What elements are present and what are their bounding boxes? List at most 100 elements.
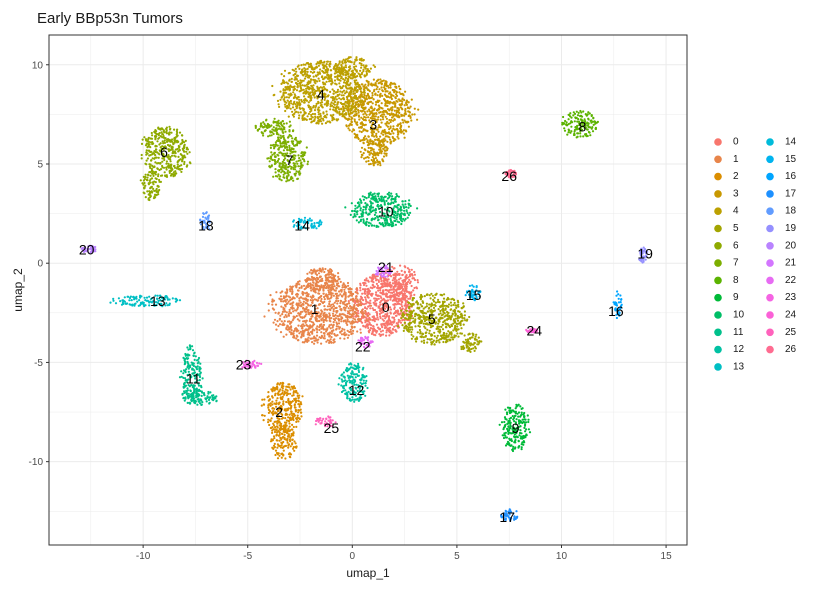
cell-point	[333, 109, 336, 112]
cell-point	[336, 309, 339, 313]
cell-point	[181, 159, 184, 162]
cell-point	[285, 107, 288, 110]
cell-point	[374, 142, 377, 146]
cell-point	[338, 61, 341, 64]
cell-point	[320, 294, 323, 298]
cell-point	[164, 137, 167, 140]
cell-point	[283, 421, 287, 424]
cell-point	[267, 421, 270, 424]
cell-point	[272, 410, 275, 413]
cell-point	[289, 299, 292, 302]
cell-point	[158, 136, 161, 139]
cell-point	[398, 103, 401, 106]
cell-point	[379, 118, 382, 121]
cell-point	[324, 317, 328, 320]
cell-point	[340, 102, 343, 105]
cell-point	[301, 329, 304, 333]
cell-point	[395, 128, 398, 131]
cell-point	[385, 149, 389, 152]
cell-point	[348, 87, 351, 90]
cell-point	[396, 130, 399, 134]
cell-point	[382, 113, 386, 116]
cell-point	[380, 152, 383, 155]
cell-point	[276, 386, 279, 389]
cell-point	[397, 281, 400, 284]
cell-point	[337, 322, 341, 325]
cell-point	[392, 139, 395, 142]
cell-point	[449, 318, 452, 321]
cell-point	[388, 92, 391, 95]
cell-point	[292, 296, 295, 299]
cell-point	[322, 337, 325, 340]
cell-point	[309, 295, 312, 298]
cell-point	[392, 267, 395, 270]
cell-point	[389, 86, 392, 89]
cell-point	[416, 302, 419, 305]
cell-point	[358, 58, 362, 61]
cell-point	[299, 411, 303, 414]
cell-point	[347, 56, 350, 60]
cell-point	[367, 101, 370, 104]
cell-point	[310, 78, 313, 81]
cell-point	[433, 309, 436, 312]
cell-point	[287, 96, 291, 99]
cell-point	[315, 62, 318, 66]
cell-point	[395, 324, 398, 327]
cell-point	[317, 77, 320, 80]
cell-point	[405, 307, 408, 310]
cell-point	[172, 150, 175, 153]
cell-point	[429, 315, 432, 318]
cell-point	[268, 398, 271, 401]
cell-point	[328, 305, 332, 308]
cell-point	[418, 306, 421, 309]
cell-point	[301, 332, 304, 335]
cell-point	[345, 91, 348, 94]
cell-point	[307, 339, 310, 342]
cell-point	[163, 131, 166, 134]
cell-point	[382, 147, 385, 150]
cell-point	[351, 102, 355, 106]
cell-point	[328, 62, 331, 65]
cell-point	[275, 428, 278, 431]
cell-point	[367, 146, 370, 149]
cell-point	[405, 287, 408, 290]
cell-point	[281, 384, 284, 387]
cell-point	[382, 311, 385, 314]
cell-point	[412, 320, 415, 323]
cell-point	[356, 133, 359, 136]
cell-point	[384, 88, 387, 91]
cell-point	[306, 70, 309, 73]
cell-point	[406, 121, 409, 124]
cell-point	[395, 100, 398, 103]
cell-point	[361, 122, 364, 126]
cell-point	[425, 315, 428, 319]
cell-point	[445, 340, 448, 343]
cell-point	[319, 303, 322, 306]
cell-point	[350, 104, 353, 107]
cell-point	[140, 153, 143, 157]
cell-point	[329, 79, 332, 83]
cell-point	[311, 91, 314, 94]
cell-point	[270, 438, 273, 441]
cell-point	[181, 156, 184, 159]
cell-point	[398, 87, 401, 90]
cell-point	[289, 290, 292, 293]
cell-point	[300, 304, 303, 307]
cell-point	[359, 76, 362, 79]
cell-point	[176, 131, 179, 134]
cell-point	[347, 284, 350, 287]
cell-point	[428, 294, 431, 297]
cell-point	[359, 320, 363, 323]
cell-point	[400, 269, 403, 272]
cell-point	[277, 324, 280, 328]
cell-point	[369, 67, 372, 70]
cell-point	[460, 332, 463, 335]
cell-point	[284, 425, 287, 429]
cell-point	[298, 417, 301, 421]
cell-point	[175, 135, 178, 138]
cell-point	[296, 416, 299, 419]
cell-point	[323, 103, 326, 106]
cell-point	[443, 312, 446, 315]
cell-point	[292, 88, 295, 92]
cell-point	[377, 124, 381, 127]
